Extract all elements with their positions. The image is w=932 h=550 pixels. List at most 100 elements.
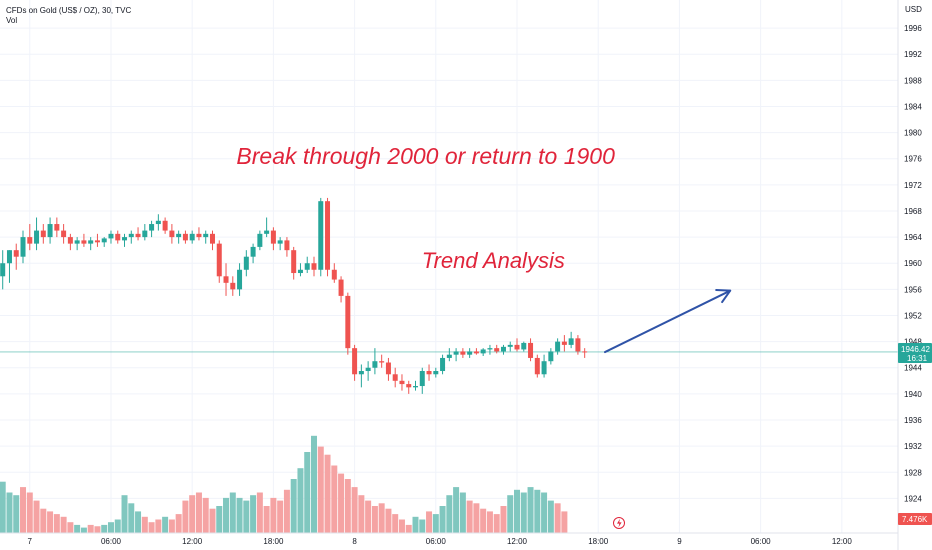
candle <box>304 256 310 274</box>
candle-body <box>460 351 466 355</box>
volume-bar <box>432 514 439 533</box>
volume-bar <box>243 500 250 533</box>
candle-body <box>507 344 513 347</box>
candle <box>568 331 574 349</box>
lightning-icon[interactable] <box>613 517 625 529</box>
candle <box>94 233 100 247</box>
volume-bar <box>121 495 128 533</box>
candle <box>507 341 513 352</box>
candle <box>54 217 60 238</box>
candle-body <box>413 386 419 388</box>
candle-body <box>582 351 588 353</box>
candle-body <box>331 269 337 280</box>
candle-body <box>81 240 87 244</box>
candle-body <box>209 233 215 244</box>
candle-body <box>494 348 500 352</box>
price-tick-label: 1968 <box>904 207 922 216</box>
candle <box>34 217 40 251</box>
candle <box>500 344 506 355</box>
price-tick-label: 1980 <box>904 129 922 138</box>
volume-bar <box>80 527 87 533</box>
volume-bar <box>426 511 433 533</box>
volume-bar <box>67 522 74 533</box>
current-price-label-box <box>898 343 932 363</box>
candle <box>243 250 249 277</box>
price-tick-label: 1960 <box>904 259 922 268</box>
volume-bar <box>500 506 507 533</box>
candle-body <box>176 233 182 238</box>
candle-body <box>487 348 493 350</box>
candle-body <box>13 250 19 257</box>
candle-body <box>34 230 40 244</box>
volume-indicator-label[interactable]: Vol <box>6 16 17 25</box>
volume-bar <box>290 479 297 533</box>
candle <box>277 237 283 251</box>
volume-bar <box>128 503 135 533</box>
bar-countdown: 16:31 <box>907 354 928 363</box>
candle <box>494 344 500 354</box>
volume-bar <box>53 514 60 533</box>
volume-bar <box>6 492 13 533</box>
candle-body <box>189 233 195 241</box>
candle-body <box>555 341 561 352</box>
time-tick-label: 18:00 <box>263 537 284 546</box>
candle <box>555 338 561 355</box>
candle-body <box>325 201 331 270</box>
volume-bar <box>283 489 290 533</box>
candle <box>108 230 114 244</box>
candle <box>250 243 256 264</box>
volume-bars <box>0 435 568 533</box>
candle <box>209 230 215 251</box>
candle-body <box>196 233 202 238</box>
volume-bar <box>209 508 216 533</box>
volume-bar <box>277 500 284 533</box>
volume-bar <box>168 519 175 533</box>
candle <box>385 357 391 381</box>
candle-body <box>0 263 6 277</box>
candle-body <box>155 220 161 225</box>
volume-bar <box>216 506 223 533</box>
candle <box>467 348 473 358</box>
candle <box>182 230 188 244</box>
candle <box>548 348 554 365</box>
candle <box>257 230 263 251</box>
candle <box>142 224 148 241</box>
volume-bar <box>304 452 311 533</box>
volume-bar <box>486 511 493 533</box>
candle <box>392 367 398 388</box>
candle-body <box>379 361 385 363</box>
grid-lines <box>0 0 898 533</box>
time-axis-ticks[interactable]: 7 06:00 12:00 18:00 8 06:00 12:00 18:00 9 06:00 12… <box>28 537 853 546</box>
volume-bar <box>534 489 541 533</box>
price-axis-panel[interactable] <box>898 0 932 550</box>
volume-bar <box>466 500 473 533</box>
candle-body <box>250 246 256 257</box>
time-tick-label: 06:00 <box>101 537 122 546</box>
candle-body <box>54 224 60 231</box>
volume-bar <box>148 522 155 533</box>
symbol-title[interactable]: CFDs on Gold (US$ / OZ), 30, TVC <box>6 6 131 15</box>
candle <box>379 354 385 368</box>
volume-bar <box>101 524 108 533</box>
volume-bar <box>162 516 169 533</box>
volume-bar <box>47 511 54 533</box>
candle <box>440 354 446 375</box>
candle-body <box>223 276 229 283</box>
candle <box>473 348 479 355</box>
candle-body <box>365 367 371 372</box>
candle-body <box>385 362 391 375</box>
candle <box>419 367 425 394</box>
volume-bar <box>20 487 27 533</box>
candle <box>352 344 358 381</box>
candle <box>426 364 432 381</box>
candle-body <box>40 230 46 238</box>
volume-bar <box>453 487 460 533</box>
candle-body <box>372 361 378 368</box>
candle-body <box>162 220 168 231</box>
candle-body <box>115 233 121 241</box>
candle <box>514 338 520 352</box>
volume-bar <box>13 495 20 533</box>
volume-bar <box>398 519 405 533</box>
time-tick-label: 18:00 <box>588 537 609 546</box>
